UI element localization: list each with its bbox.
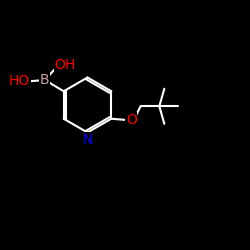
- Text: N: N: [82, 132, 93, 146]
- Text: O: O: [126, 113, 137, 127]
- Text: B: B: [40, 73, 50, 87]
- Text: HO: HO: [9, 74, 30, 88]
- Text: OH: OH: [54, 58, 76, 72]
